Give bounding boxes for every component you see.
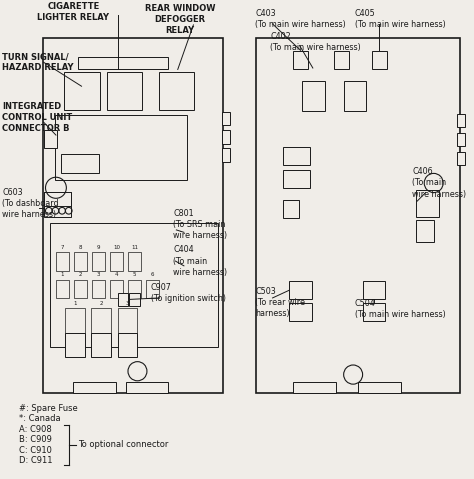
Bar [128, 252, 141, 271]
Bar [92, 280, 105, 298]
Text: C403
(To main wire harness): C403 (To main wire harness) [255, 9, 346, 29]
Bar [74, 280, 87, 298]
Bar [91, 308, 111, 333]
Text: 3: 3 [126, 301, 129, 306]
Bar [363, 281, 385, 299]
Text: 4: 4 [115, 273, 118, 277]
Bar [283, 147, 310, 165]
Text: A: C908: A: C908 [19, 425, 52, 433]
Bar [43, 38, 223, 393]
Text: 3: 3 [97, 273, 100, 277]
Text: C406
(To main
wire harness): C406 (To main wire harness) [412, 167, 466, 199]
Text: INTEGRATED
CONTROL UNIT
CONNECTOR B: INTEGRATED CONTROL UNIT CONNECTOR B [2, 102, 73, 133]
Bar [44, 130, 57, 148]
Text: C405
(To main wire harness): C405 (To main wire harness) [355, 9, 445, 29]
Text: 11: 11 [131, 245, 138, 250]
Text: C402
(To main wire harness): C402 (To main wire harness) [270, 32, 361, 52]
Bar [110, 252, 123, 271]
Bar [334, 51, 349, 69]
Bar [64, 72, 100, 110]
Bar [146, 280, 159, 298]
Text: C603
(To dashboard
wire harness): C603 (To dashboard wire harness) [2, 188, 59, 219]
Text: C907
(To ignition switch): C907 (To ignition switch) [151, 283, 226, 303]
Text: B: C909: B: C909 [19, 435, 52, 444]
Bar [107, 72, 142, 110]
Text: 9: 9 [97, 245, 100, 250]
Bar [358, 382, 401, 393]
Text: 6: 6 [151, 273, 155, 277]
Bar [363, 303, 385, 321]
Bar [65, 333, 85, 357]
Text: D: C911: D: C911 [19, 456, 53, 465]
Bar [128, 280, 141, 298]
Text: *: Canada: *: Canada [19, 414, 61, 423]
Bar [91, 333, 111, 357]
Bar [126, 382, 168, 393]
Bar [457, 114, 465, 127]
Bar [129, 293, 140, 306]
Bar [457, 133, 465, 146]
Text: 5: 5 [133, 273, 137, 277]
Bar [44, 192, 71, 217]
Text: C404
(To main
wire harness): C404 (To main wire harness) [173, 245, 227, 277]
Bar [65, 308, 85, 333]
Bar [159, 72, 194, 110]
Bar [172, 234, 176, 240]
Bar [283, 170, 310, 188]
Text: C504
(To main wire harness): C504 (To main wire harness) [355, 299, 445, 319]
Bar [222, 130, 230, 144]
Text: 2: 2 [79, 273, 82, 277]
Text: 2: 2 [100, 301, 103, 306]
Text: C503
(To rear wire
harness): C503 (To rear wire harness) [255, 287, 305, 319]
Bar [416, 190, 439, 217]
Bar [457, 152, 465, 165]
Text: 10: 10 [113, 245, 120, 250]
Bar [256, 38, 460, 393]
Bar [50, 223, 218, 347]
Bar [283, 200, 299, 218]
Bar [293, 382, 336, 393]
Bar [56, 252, 69, 271]
Bar [118, 333, 137, 357]
Bar [222, 148, 230, 162]
Text: 8: 8 [79, 245, 82, 250]
Text: CIGARETTE
LIGHTER RELAY: CIGARETTE LIGHTER RELAY [37, 2, 109, 22]
Bar [416, 220, 434, 242]
Bar [177, 234, 181, 240]
Text: REAR WINDOW
DEFOGGER
RELAY: REAR WINDOW DEFOGGER RELAY [145, 3, 215, 35]
Text: TURN SIGNAL/
HAZARD RELAY: TURN SIGNAL/ HAZARD RELAY [2, 52, 74, 72]
Text: #: Spare Fuse: #: Spare Fuse [19, 404, 78, 412]
Bar [78, 57, 168, 69]
Bar [61, 154, 99, 173]
Bar [118, 293, 128, 306]
Bar [74, 252, 87, 271]
Bar [73, 382, 116, 393]
Text: To optional connector: To optional connector [78, 441, 169, 449]
Bar [222, 112, 230, 125]
Bar [118, 308, 137, 333]
Bar [293, 51, 308, 69]
Bar [55, 115, 187, 180]
Bar [344, 81, 366, 111]
Text: 7: 7 [61, 245, 64, 250]
Text: 1: 1 [73, 301, 77, 306]
Text: C801
(To SRS main
wire harness): C801 (To SRS main wire harness) [173, 208, 227, 240]
Text: 1: 1 [61, 273, 64, 277]
Bar [372, 51, 387, 69]
Bar [92, 252, 105, 271]
Text: C: C910: C: C910 [19, 446, 52, 455]
Bar [289, 281, 312, 299]
Bar [170, 224, 184, 245]
Bar [44, 192, 71, 206]
Bar [56, 280, 69, 298]
Bar [289, 303, 312, 321]
Bar [110, 280, 123, 298]
Bar [302, 81, 325, 111]
